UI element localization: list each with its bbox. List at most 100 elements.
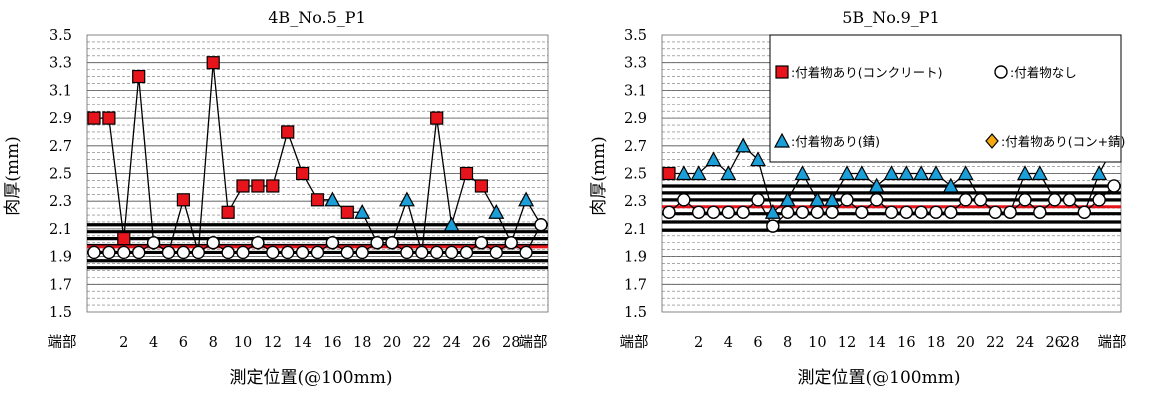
x-tick-label: 8 [783,335,792,351]
data-point-circle [1077,205,1092,219]
x-tick-label: 4 [724,335,733,351]
data-point-square [459,166,474,181]
x-tick-label: 22 [413,335,431,351]
data-point-circle [281,245,295,260]
data-point-circle [899,205,914,219]
data-point-square [310,193,325,207]
data-point-triangle [809,191,826,207]
x-axis-label: 測定位置(@100mm) [230,368,393,388]
y-tick-label: 1.9 [49,250,72,266]
data-point-triangle [764,204,781,219]
chart-title: 4B_No.5_P1 [268,8,366,27]
data-point-triangle [957,165,974,181]
data-point-circle [325,236,340,250]
x-tick-label: 6 [753,335,762,351]
data-point-circle [958,193,973,207]
data-point-circle [1033,205,1047,219]
y-tick-label: 1.9 [624,250,647,266]
data-point-square [221,205,235,219]
y-tick-label: 2.7 [624,139,647,155]
chart-title: 5B_No.9_P1 [842,8,940,27]
chart-1: 4B_No.5_P1 3.5 3.3 3.1 2.9 2.7 2.5 2.3 2.1 1.9 1.7… [3,8,549,388]
data-point-circle [385,236,399,250]
x-tick-label: 18 [927,335,945,351]
data-point-square [102,111,116,125]
x-tick-label: 12 [264,335,282,351]
x-tick-label: 24 [442,335,460,351]
data-point-square [251,179,265,193]
legend-marker-diamond [985,133,999,149]
data-point-square [662,166,676,181]
data-point-circle [855,205,869,219]
data-point-triangle [913,165,930,181]
data-point-circle [519,245,533,260]
x-tick-label: 端部 [48,334,77,351]
data-point-triangle [794,165,811,181]
legend-entry: :付着物なし [1010,65,1077,80]
data-point-circle [102,245,116,260]
data-point-square [266,179,280,193]
data-point-triangle [690,165,707,181]
data-point-circle [795,205,810,219]
x-tick-label: 20 [383,335,401,351]
y-tick-label: 2.5 [624,167,647,183]
data-point-triangle [824,191,841,207]
x-tick-label: 端部 [519,334,548,351]
data-point-circle [236,245,250,260]
data-point-square [281,125,295,139]
y-tick-label: 1.5 [49,305,72,321]
data-point-triangle [779,191,796,207]
data-point-circle [355,245,369,260]
data-point-circle [444,245,459,260]
data-point-circle [1092,193,1106,207]
data-point-triangle [705,151,722,167]
data-point-circle [430,245,444,260]
x-tick-label: 18 [353,335,371,351]
data-point-circle [766,219,780,233]
legend-marker-square [775,65,789,79]
y-tick-label: 2.1 [49,222,72,238]
data-point-circle [973,193,988,207]
x-tick-label: 26 [472,335,490,351]
y-tick-label: 1.7 [624,277,647,293]
data-point-circle [191,245,206,260]
data-point-circle [721,205,736,219]
x-tick-label: 26 [1045,335,1063,351]
legend-marker-triangle [773,132,791,148]
data-point-triangle [1091,165,1108,181]
data-point-circle [1047,193,1062,207]
data-point-circle [459,245,474,260]
data-point-circle [677,193,691,207]
x-tick-label: 端部 [620,334,649,351]
x-tick-label: 16 [897,335,915,351]
data-point-circle [706,205,721,219]
y-tick-label: 1.5 [624,305,647,321]
y-tick-label: 2.3 [624,194,647,210]
data-point-triangle [720,165,737,181]
x-tick-label: 2 [694,335,703,351]
x-axis-label: 測定位置(@100mm) [798,368,961,388]
data-point-circle [206,236,220,250]
data-point-circle [1062,193,1077,207]
data-point-circle [87,245,101,260]
legend-box [769,34,1122,163]
data-point-circle [340,245,354,260]
x-tick-label: 28 [1061,335,1079,351]
data-point-circle [251,236,265,250]
y-tick-label: 3.3 [624,56,647,72]
data-point-circle [474,236,489,250]
data-point-circle [370,236,384,250]
data-point-circle [751,193,765,207]
data-point-square [236,179,250,193]
x-tick-label: 20 [956,335,974,351]
y-tick-label: 2.3 [49,194,72,210]
x-tick-label: 16 [323,335,341,351]
y-tick-label: 3.5 [49,28,72,44]
data-point-triangle [488,204,505,219]
x-tick-label: 28 [502,335,520,351]
data-point-circle [810,205,825,219]
data-point-circle [869,193,884,207]
y-tick-label: 2.9 [49,111,72,127]
x-tick-label: 10 [234,335,252,351]
data-point-circle [988,205,1003,219]
